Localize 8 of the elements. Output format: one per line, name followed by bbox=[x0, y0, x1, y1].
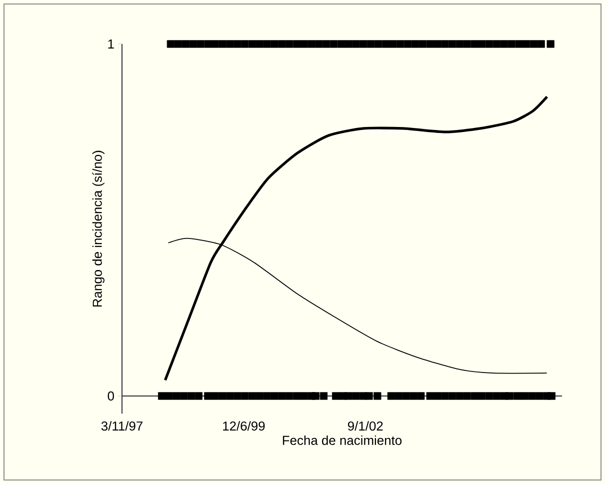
x-tick-label: 9/1/02 bbox=[348, 421, 383, 431]
x-tick-label: 12/6/99 bbox=[223, 421, 265, 431]
y-tick-label: 1 bbox=[108, 40, 114, 48]
y-axis-title: Rango de incidencia (sí/no) bbox=[92, 150, 104, 307]
x-axis-title: Fecha de nacimiento bbox=[282, 435, 402, 445]
x-tick-label: 3/11/97 bbox=[101, 421, 142, 431]
line-series bbox=[164, 95, 548, 382]
y-tick-label: 0 bbox=[108, 391, 114, 401]
